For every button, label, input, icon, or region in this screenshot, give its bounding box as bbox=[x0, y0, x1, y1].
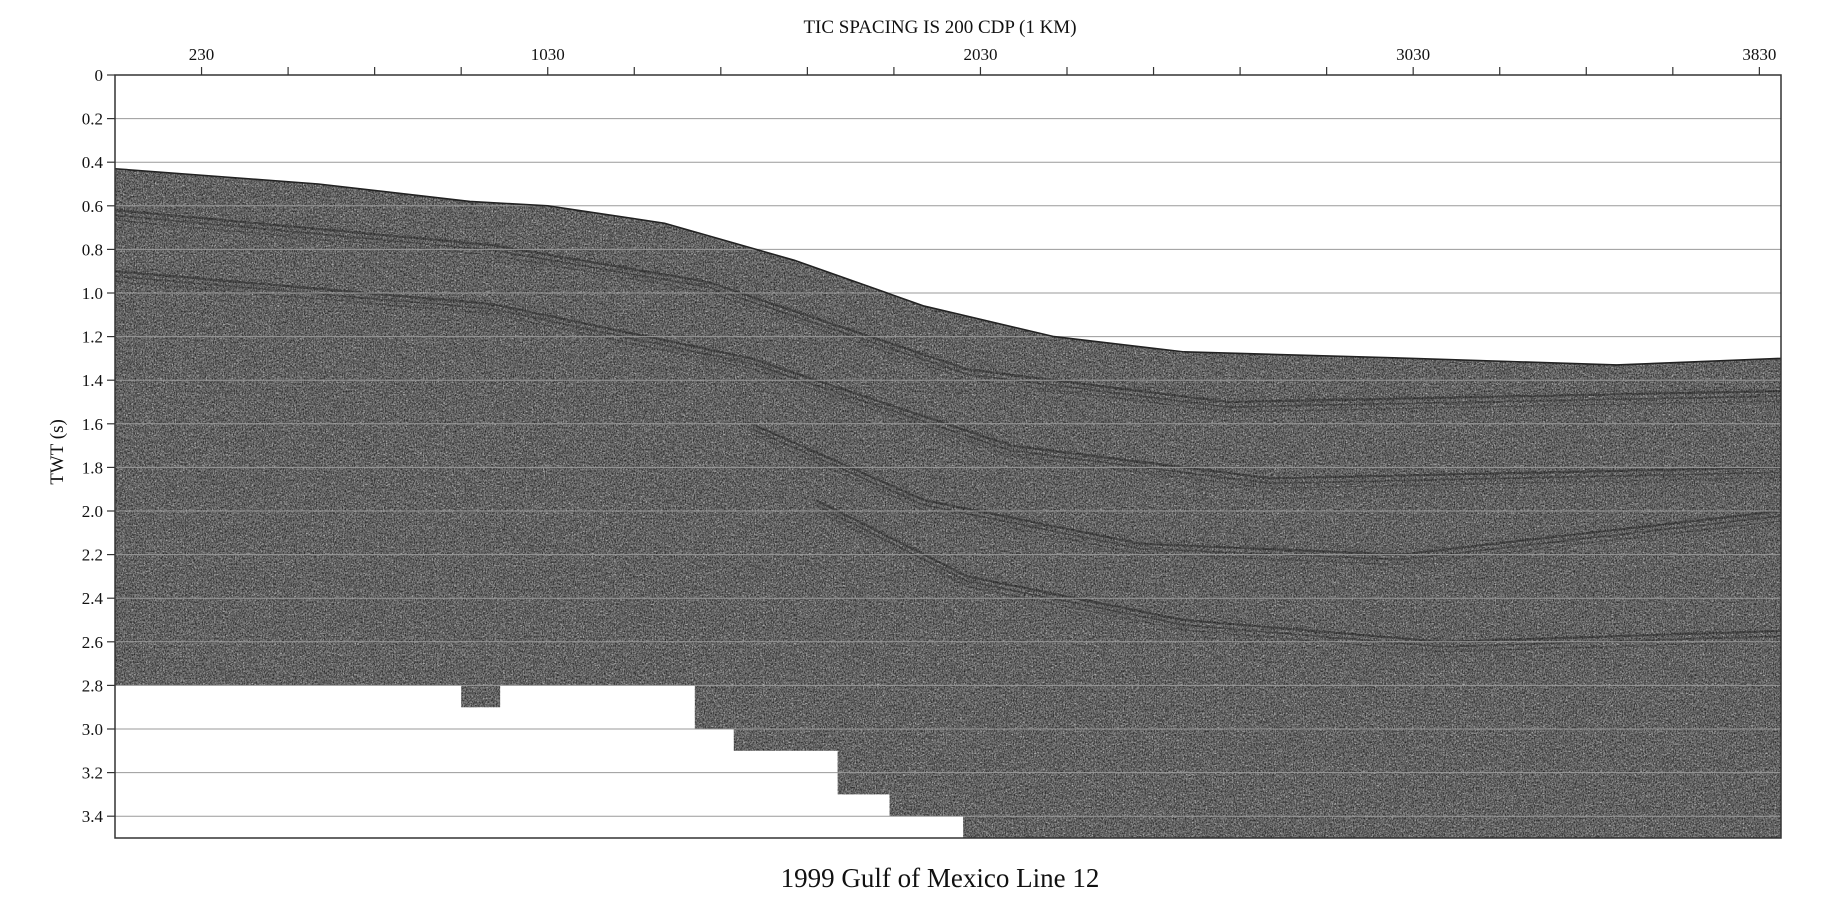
y-tick-label: 2.0 bbox=[82, 502, 103, 521]
y-tick-label: 2.6 bbox=[82, 633, 103, 652]
reflector-line bbox=[815, 504, 1781, 648]
y-tick-label: 0.6 bbox=[82, 197, 103, 216]
plot-area bbox=[114, 74, 1782, 839]
x-tick-label: 2030 bbox=[963, 45, 997, 64]
y-tick-label: 0.8 bbox=[82, 240, 103, 259]
y-tick-label: 1.0 bbox=[82, 284, 103, 303]
reflector-line bbox=[115, 280, 1781, 489]
y-axis-label: TWT (s) bbox=[47, 419, 68, 485]
y-tick-label: 2.2 bbox=[82, 546, 103, 565]
reflector-line bbox=[815, 499, 1781, 643]
y-tick-label: 3.4 bbox=[82, 807, 104, 826]
x-axis: 230 1030 2030 3030 3830 bbox=[189, 45, 1776, 75]
y-tick-label: 2.4 bbox=[82, 589, 104, 608]
reflector-line bbox=[750, 428, 1781, 561]
y-tick-label: 0.2 bbox=[82, 110, 103, 129]
x-tick-label: 230 bbox=[189, 45, 215, 64]
y-tick-label: 3.0 bbox=[82, 720, 103, 739]
grid bbox=[115, 118, 1781, 817]
reflector-line bbox=[115, 214, 1781, 408]
figure-caption: 1999 Gulf of Mexico Line 12 bbox=[781, 863, 1100, 893]
reflector-line bbox=[115, 275, 1781, 485]
y-tick-label: 1.4 bbox=[82, 371, 104, 390]
reflector-line bbox=[115, 209, 1781, 404]
y-tick-label: 1.8 bbox=[82, 458, 103, 477]
y-tick-label: 2.8 bbox=[82, 676, 103, 695]
x-tick-label: 3830 bbox=[1742, 45, 1776, 64]
plot-frame bbox=[114, 74, 1782, 839]
seafloor-reflector bbox=[114, 167, 1782, 366]
y-tick-label: 0 bbox=[95, 66, 104, 85]
y-tick-label: 1.6 bbox=[82, 415, 103, 434]
reflector-line bbox=[115, 270, 1781, 480]
top-title: TIC SPACING IS 200 CDP (1 KM) bbox=[803, 17, 1076, 38]
y-axis: 0 0.2 0.4 0.6 0.8 1.0 1.2 1.4 1.6 1.8 2.0 2.2 2.4 2.6… bbox=[82, 66, 115, 826]
x-tick-label: 3030 bbox=[1396, 45, 1430, 64]
y-tick-label: 0.4 bbox=[82, 153, 104, 172]
x-tick-label: 1030 bbox=[531, 45, 565, 64]
reflector-line bbox=[750, 433, 1781, 566]
reflector-line bbox=[750, 422, 1781, 556]
reflector-line bbox=[815, 509, 1781, 653]
y-tick-label: 3.2 bbox=[82, 764, 103, 783]
y-tick-label: 1.2 bbox=[82, 328, 103, 347]
